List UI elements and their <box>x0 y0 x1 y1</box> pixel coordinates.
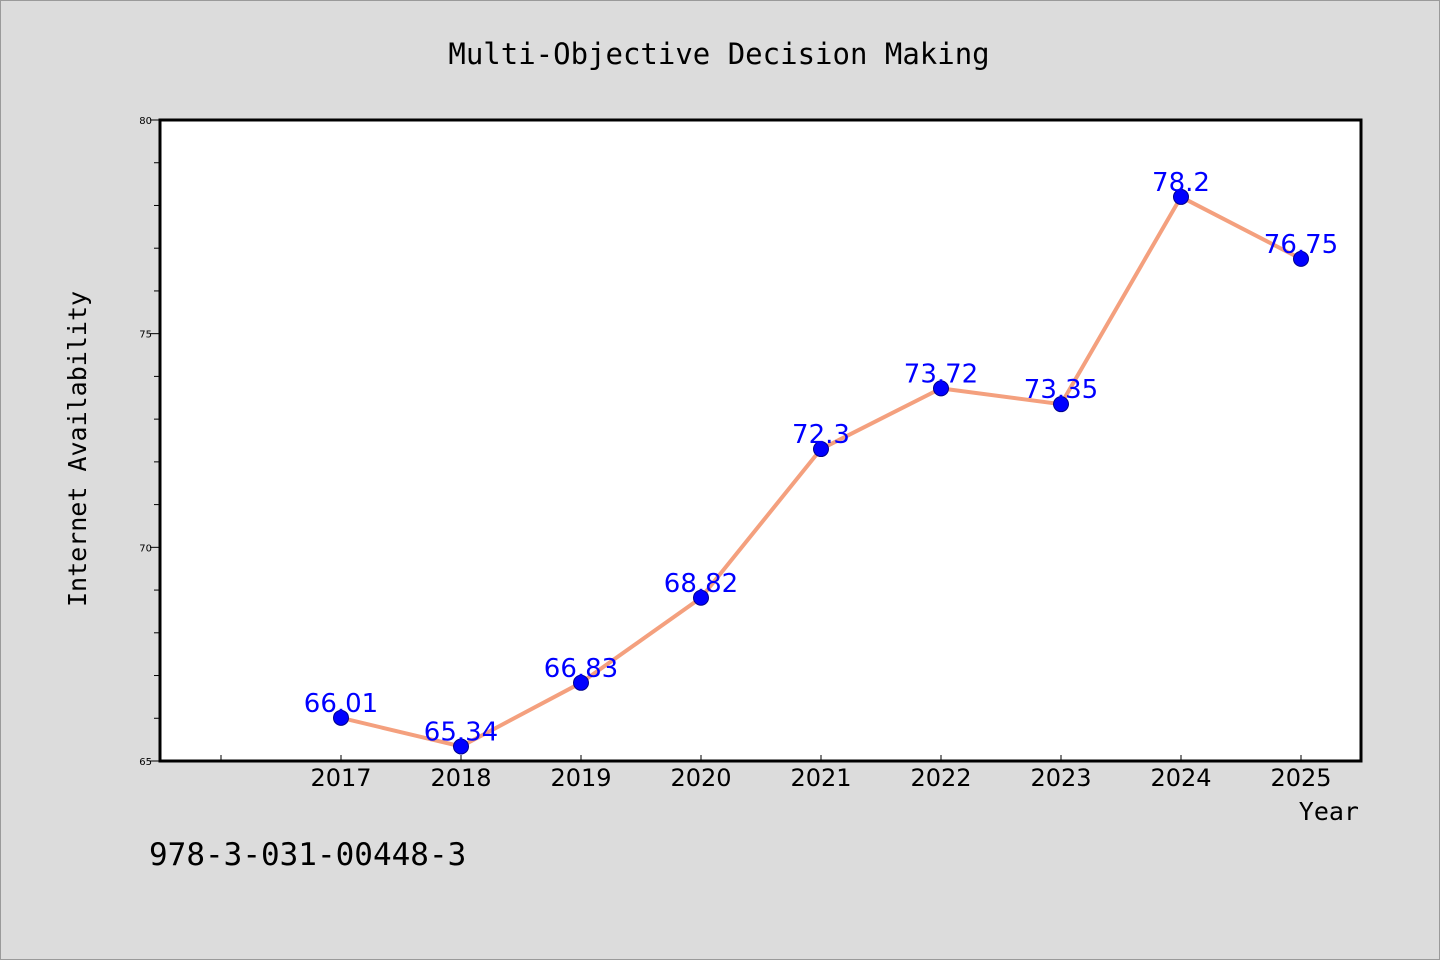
data-label: 65.34 <box>424 717 498 747</box>
data-labels: 66.01 65.34 66.83 68.82 72.3 73.72 73.35 78.2 76… <box>304 168 1338 748</box>
x-axis-label: Year <box>1299 797 1359 826</box>
footer-text: 978-3-031-00448-3 <box>149 837 466 873</box>
data-label: 76.75 <box>1264 230 1338 260</box>
data-point <box>1053 396 1069 413</box>
y-tick-label: 65 <box>139 757 152 768</box>
plot-area <box>158 118 1363 763</box>
x-tick-label: 2019 <box>550 764 611 792</box>
data-markers <box>333 188 1309 755</box>
x-tick-label: 2023 <box>1030 764 1091 792</box>
x-tick-label: 2025 <box>1270 764 1331 792</box>
y-tick-label: 80 <box>139 116 152 127</box>
data-label: 73.72 <box>904 359 978 389</box>
data-label: 78.2 <box>1152 168 1210 198</box>
data-point <box>333 709 349 726</box>
x-tick-label: 2020 <box>670 764 731 792</box>
chart-title: Multi-Objective Decision Making <box>448 37 989 71</box>
x-tick-label: 2018 <box>430 764 491 792</box>
data-point <box>933 380 949 397</box>
x-tick-label: 2024 <box>1150 764 1211 792</box>
data-label: 68.82 <box>664 569 738 599</box>
data-label: 73.35 <box>1024 375 1098 405</box>
x-axis-ticks: 2017 2018 2019 2020 2021 2022 2023 2024 2025 <box>220 755 1332 792</box>
y-axis-ticks: 65 70 75 80 <box>139 116 160 768</box>
y-tick-label: 70 <box>139 543 152 554</box>
data-point <box>693 589 709 606</box>
x-tick-label: 2022 <box>910 764 971 792</box>
x-tick-label: 2021 <box>790 764 851 792</box>
y-tick-label: 75 <box>139 330 152 341</box>
data-point <box>453 738 469 755</box>
data-point <box>573 674 589 691</box>
data-point <box>813 441 829 458</box>
data-point <box>1293 250 1309 267</box>
x-tick-label: 2017 <box>310 764 371 792</box>
y-axis-label: Internet Availability <box>63 291 92 607</box>
data-label: 66.83 <box>544 654 618 684</box>
data-point <box>1173 188 1189 205</box>
data-label: 66.01 <box>304 689 378 719</box>
data-label: 72.3 <box>792 420 850 450</box>
